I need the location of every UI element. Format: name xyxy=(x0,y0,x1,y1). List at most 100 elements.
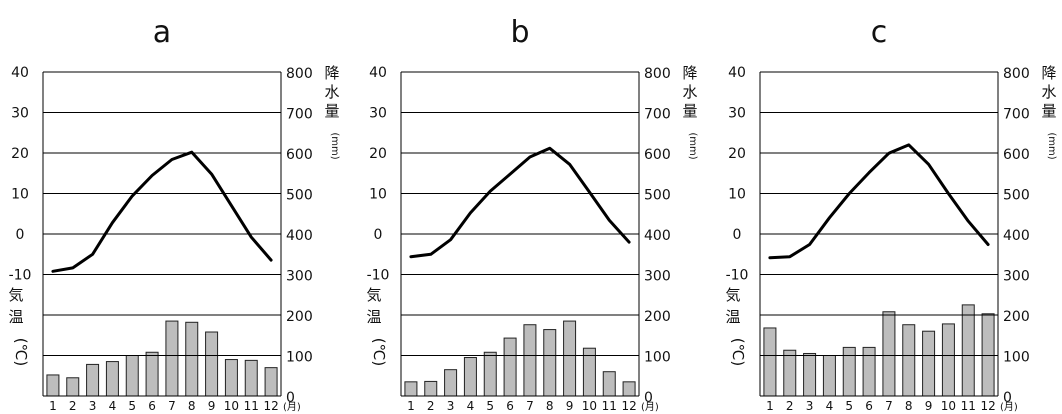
temp-tick-label: -10 xyxy=(9,268,32,284)
month-label-4: 4 xyxy=(826,399,834,413)
precip-tick-label: 200 xyxy=(1003,309,1030,325)
month-label-4: 4 xyxy=(467,399,475,413)
precip-bar-8 xyxy=(543,329,557,397)
precip-axis-label: 降 xyxy=(682,64,697,82)
precip-axis-label: 降 xyxy=(324,64,339,82)
temp-tick-label: 0 xyxy=(374,227,383,243)
precip-bar-1 xyxy=(46,374,60,397)
precip-tick-label: 700 xyxy=(644,107,671,123)
month-label-9: 9 xyxy=(925,399,933,413)
precip-bar-9 xyxy=(563,320,577,397)
temp-tick-label: 10 xyxy=(369,187,387,203)
temperature-line xyxy=(409,146,631,259)
month-unit-label: (月) xyxy=(1000,401,1018,413)
temp-axis-label: 気 xyxy=(366,286,381,304)
month-label-7: 7 xyxy=(168,399,176,413)
temp-axis-label: 温 xyxy=(725,308,740,326)
precip-bar-3 xyxy=(86,363,100,397)
precip-tick-label: 600 xyxy=(644,147,671,163)
precip-bar-2 xyxy=(66,377,80,397)
month-label-2: 2 xyxy=(786,399,794,413)
precip-axis-label: 水 xyxy=(324,83,339,101)
precip-bar-4 xyxy=(105,361,119,397)
precip-bar-2 xyxy=(783,349,797,397)
precip-bar-8 xyxy=(185,321,199,397)
precip-bar-6 xyxy=(145,351,159,397)
precip-tick-label: 100 xyxy=(286,350,313,366)
precip-axis-label: 降 xyxy=(1041,64,1056,82)
temp-axis-label: 気 xyxy=(8,286,23,304)
temp-tick-label: 10 xyxy=(11,187,29,203)
month-label-6: 6 xyxy=(865,399,873,413)
chart-title: b xyxy=(510,15,529,50)
precip-axis-label: 量 xyxy=(1041,102,1056,120)
precip-unit-label: (mm) xyxy=(1046,132,1057,159)
month-label-1: 1 xyxy=(49,399,57,413)
month-label-6: 6 xyxy=(506,399,514,413)
precip-bar-7 xyxy=(165,320,179,397)
month-label-1: 1 xyxy=(766,399,774,413)
precip-bar-12 xyxy=(264,367,278,397)
precip-tick-label: 600 xyxy=(1003,147,1030,163)
chart-a: a403020100-108007006005004003002001000気温… xyxy=(8,15,340,413)
month-label-10: 10 xyxy=(941,399,956,413)
temp-axis-label: 温 xyxy=(366,308,381,326)
month-label-5: 5 xyxy=(128,399,136,413)
precip-tick-label: 700 xyxy=(1003,107,1030,123)
precip-bar-7 xyxy=(523,324,537,397)
month-label-8: 8 xyxy=(546,399,554,413)
precip-tick-label: 200 xyxy=(644,309,671,325)
temp-unit-label: (℃) xyxy=(729,338,747,367)
precip-bar-6 xyxy=(862,346,876,397)
precip-bar-5 xyxy=(483,351,497,397)
month-label-12: 12 xyxy=(263,399,278,413)
precip-bar-10 xyxy=(941,323,955,397)
precip-tick-label: 800 xyxy=(286,66,313,82)
precip-tick-label: 600 xyxy=(286,147,313,163)
month-label-7: 7 xyxy=(885,399,893,413)
temp-tick-label: -10 xyxy=(726,268,749,284)
precip-tick-label: 300 xyxy=(644,269,671,285)
precip-axis-label: 水 xyxy=(1041,83,1056,101)
temp-tick-label: -10 xyxy=(367,268,390,284)
temp-tick-label: 40 xyxy=(11,65,29,81)
month-label-8: 8 xyxy=(188,399,196,413)
precip-tick-label: 200 xyxy=(286,309,313,325)
month-label-10: 10 xyxy=(582,399,597,413)
precip-tick-label: 500 xyxy=(286,188,313,204)
month-label-1: 1 xyxy=(407,399,415,413)
precip-bar-7 xyxy=(882,311,896,397)
temp-tick-label: 20 xyxy=(728,146,746,162)
month-label-12: 12 xyxy=(621,399,636,413)
month-label-3: 3 xyxy=(806,399,814,413)
month-label-11: 11 xyxy=(602,399,617,413)
precip-tick-label: 0 xyxy=(1003,390,1012,406)
precip-tick-label: 100 xyxy=(644,350,671,366)
precip-bar-12 xyxy=(981,313,995,397)
month-label-9: 9 xyxy=(566,399,574,413)
precip-axis-label: 量 xyxy=(682,102,697,120)
temp-axis-label: 温 xyxy=(8,308,23,326)
month-label-3: 3 xyxy=(89,399,97,413)
month-label-9: 9 xyxy=(208,399,216,413)
temp-tick-label: 20 xyxy=(11,146,29,162)
temp-tick-label: 30 xyxy=(369,106,387,122)
temp-axis-label: 気 xyxy=(725,286,740,304)
month-unit-label: (月) xyxy=(283,401,301,413)
chart-title: c xyxy=(871,15,888,50)
temp-tick-label: 0 xyxy=(733,227,742,243)
month-unit-label: (月) xyxy=(641,401,659,413)
month-label-12: 12 xyxy=(980,399,995,413)
precip-bar-11 xyxy=(961,304,975,397)
month-label-6: 6 xyxy=(148,399,156,413)
temp-tick-label: 30 xyxy=(728,106,746,122)
month-label-4: 4 xyxy=(109,399,117,413)
chart-b: b403020100-108007006005004003002001000気温… xyxy=(366,15,698,413)
precip-tick-label: 500 xyxy=(644,188,671,204)
precip-bar-5 xyxy=(842,346,856,397)
precip-bar-8 xyxy=(902,324,916,397)
precip-tick-label: 300 xyxy=(286,269,313,285)
precip-unit-label: (mm) xyxy=(329,132,340,159)
temperature-line xyxy=(768,143,990,260)
precip-bar-2 xyxy=(424,380,438,397)
